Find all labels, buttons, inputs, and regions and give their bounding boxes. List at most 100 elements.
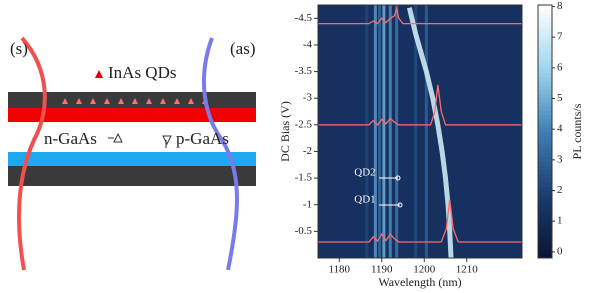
colorbar-segment: [538, 224, 552, 229]
plot-frame: [317, 4, 523, 259]
colorbar-segment: [538, 207, 552, 213]
y-axis-label: DC Bias (V): [278, 101, 292, 162]
stripe: [365, 5, 369, 258]
y-tick-label: -1: [303, 198, 312, 210]
stripe: [388, 5, 392, 258]
colorbar-segment: [538, 106, 552, 111]
colorbar-tick-label: 1: [557, 215, 563, 227]
colorbar-segment: [538, 198, 552, 204]
colorbar-tick-label: 0: [557, 245, 563, 257]
chart: 1180 1190 1200 1210 -0.5 -1 -1.5 -2 -2.5 -3 -3.5 -4…: [278, 0, 584, 289]
colorbar-tick-label: 5: [557, 92, 563, 104]
colorbar-segment: [538, 110, 552, 116]
y-tick-label: -4.5: [295, 12, 313, 24]
colorbar-segment: [538, 47, 552, 52]
colorbar-segment: [538, 9, 552, 14]
colorbar-segment: [538, 177, 552, 183]
colorbar-segment: [538, 173, 552, 179]
colorbar-segment: [538, 21, 552, 27]
colorbar-tick-label: 8: [557, 0, 563, 12]
colorbar-segment: [538, 26, 552, 31]
colorbar-segment: [538, 152, 552, 158]
colorbar-segment: [538, 17, 552, 23]
colorbar-frame: [537, 4, 553, 259]
y-tick-label: -1.5: [295, 172, 313, 184]
y-tick-label: -2: [303, 145, 312, 157]
colorbar-segment: [538, 215, 552, 221]
layer: [8, 108, 256, 122]
colorbar-segment: [538, 42, 552, 48]
colorbar-segment: [538, 131, 552, 137]
colorbar-tick-label: 6: [557, 61, 563, 73]
colorbar-tick-label: 7: [557, 31, 563, 43]
label: n-GaAs: [44, 129, 97, 148]
label: (as): [230, 39, 255, 58]
colorbar-segment: [538, 236, 552, 242]
y-tick-label: -0.5: [295, 225, 313, 237]
colorbar-segment: [538, 220, 552, 225]
annotation-dot: [395, 175, 401, 181]
colorbar-segment: [538, 139, 552, 145]
stripe: [378, 5, 382, 258]
colorbar-segment: [538, 194, 552, 200]
layer: [8, 152, 256, 166]
colorbar-segment: [538, 241, 552, 246]
colorbar-segment: [538, 253, 552, 259]
annotation-dot: [397, 202, 403, 208]
colorbar-segment: [538, 118, 552, 124]
colorbar-segment: [538, 80, 552, 86]
colorbar-segment: [538, 55, 552, 61]
colorbar-tick-label: 4: [557, 123, 563, 135]
y-tick-label: -2.5: [295, 118, 313, 130]
arrow-icon: [108, 132, 123, 143]
colorbar-tick-label: 3: [557, 153, 563, 165]
colorbar-segment: [538, 169, 552, 175]
qd-icon: [95, 70, 103, 78]
colorbar-segment: [538, 93, 552, 99]
colorbar-segment: [538, 165, 552, 170]
colorbar-segment: [538, 64, 552, 69]
annotation: QD2: [354, 167, 375, 179]
colorbar-segment: [538, 34, 552, 40]
x-tick-label: 1210: [456, 264, 479, 276]
layer: [8, 166, 256, 186]
stripe: [424, 5, 428, 258]
x-axis-label: Wavelength (nm): [378, 275, 461, 289]
colorbar-segment: [538, 249, 552, 255]
colorbar-segment: [538, 114, 552, 120]
y-tick-label: -4: [303, 38, 313, 50]
colorbar-segment: [538, 85, 552, 90]
colorbar-segment: [538, 127, 552, 132]
colorbar-tick-label: 2: [557, 184, 563, 196]
stripe: [395, 5, 399, 258]
label: (s): [10, 39, 28, 58]
x-tick-label: 1190: [371, 264, 393, 276]
colorbar-segment: [538, 156, 552, 162]
colorbar-segment: [538, 211, 552, 217]
as-mode: [202, 37, 239, 271]
y-tick-label: -3: [303, 92, 313, 104]
colorbar-segment: [538, 89, 552, 95]
label: p-GaAs: [176, 129, 229, 148]
colorbar-segment: [538, 13, 552, 19]
colorbar-segment: [538, 51, 552, 57]
colorbar-segment: [538, 123, 552, 128]
colorbar-segment: [538, 101, 552, 107]
colorbar-segment: [538, 59, 552, 65]
colorbar-segment: [538, 5, 552, 10]
qd-row: [62, 98, 208, 104]
colorbar-segment: [538, 97, 552, 103]
spectrum: [318, 6, 522, 25]
s-mode: [17, 36, 47, 271]
colorbar-segment: [538, 186, 552, 192]
x-tick-label: 1180: [328, 264, 350, 276]
y-tick-label: -3.5: [295, 65, 313, 77]
diagram: (s) (as) InAs QDs n-GaAs p-GaAs: [8, 36, 256, 271]
colorbar-segment: [538, 38, 552, 44]
label: InAs QDs: [108, 63, 176, 82]
annotation: QD1: [354, 194, 375, 206]
colorbar-segment: [538, 72, 552, 78]
colorbar-label: PL counts/s: [570, 103, 584, 159]
colorbar-segment: [538, 228, 552, 234]
